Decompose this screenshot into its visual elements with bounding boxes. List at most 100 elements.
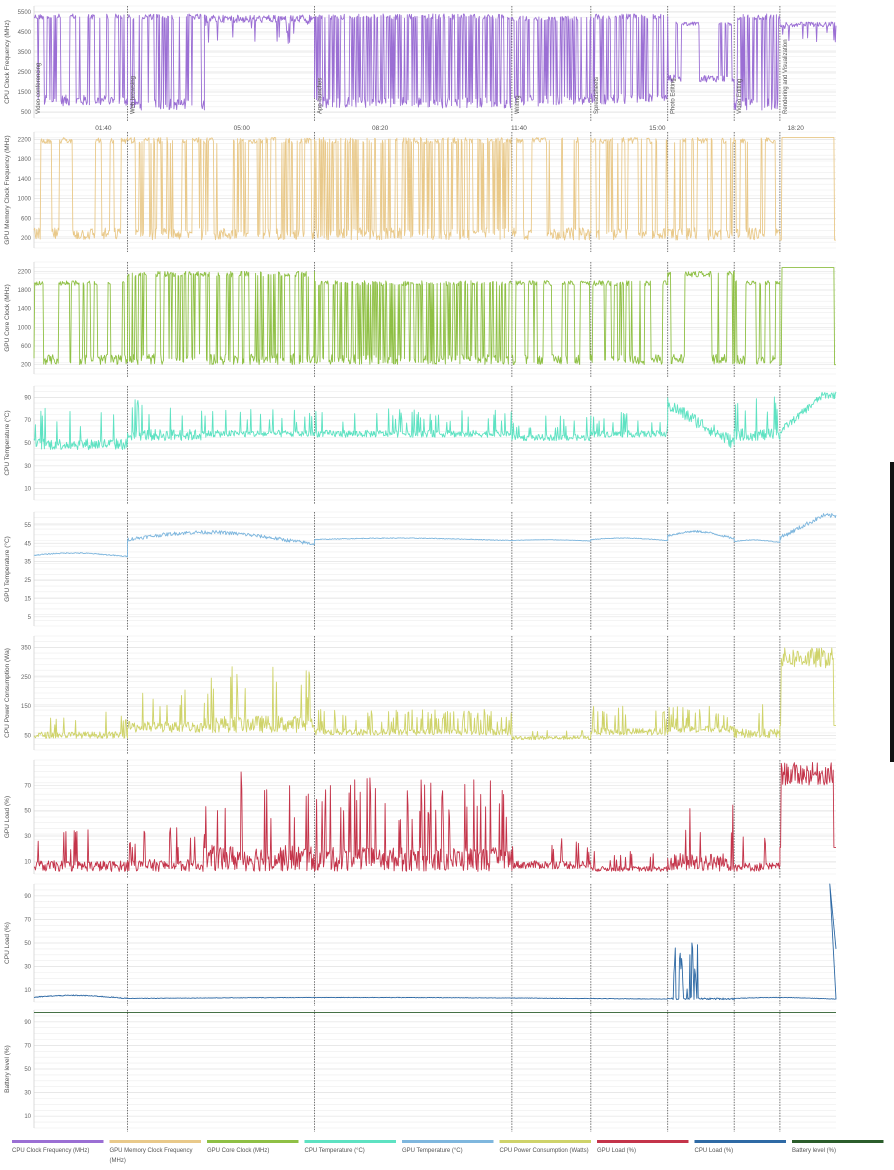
y-tick-label: 70 [24,418,31,424]
series-line-6 [33,762,836,872]
y-axis-label: CPU Load (%) [4,922,11,964]
y-tick-label: 90 [24,395,31,401]
y-tick-label: 200 [21,363,32,369]
y-tick-label: 50 [24,441,31,447]
y-tick-label: 1800 [18,157,32,163]
y-tick-label: 600 [21,344,32,350]
legend-label: Battery level (%) [792,1148,836,1154]
legend-swatch [597,1140,689,1143]
y-axis-label: GPU Memory Clock Frequency (MHz) [4,135,11,244]
activity-label: Web browsing [130,76,136,114]
y-axis-label: GPU Core Clock (MHz) [4,284,11,352]
y-tick-label: 2500 [18,70,32,76]
legend-swatch [304,1140,396,1143]
y-axis-label: GPU Load (%) [4,796,11,838]
y-tick-label: 70 [24,783,31,789]
y-tick-label: 35 [24,560,31,566]
y-tick-label: 50 [24,733,31,739]
y-tick-label: 30 [24,464,31,470]
y-tick-label: 15 [24,596,31,602]
x-tick-label: 18:20 [788,125,805,132]
y-tick-label: 55 [24,523,31,529]
y-tick-label: 5500 [18,10,32,16]
y-tick-label: 70 [24,917,31,923]
x-tick-label: 01:40 [95,125,112,132]
y-tick-label: 150 [21,704,32,710]
y-tick-label: 250 [21,675,32,681]
legend-label: GPU Core Clock (MHz) [207,1148,269,1154]
legend-swatch [792,1140,884,1143]
legend-label: (MHz) [110,1158,126,1164]
legend-label: CPU Temperature (°C) [305,1148,365,1154]
y-tick-label: 90 [24,894,31,900]
y-tick-label: 350 [21,646,32,652]
y-tick-label: 10 [24,988,31,994]
y-tick-label: 50 [24,941,31,947]
y-axis-label: Battery level (%) [4,1045,11,1093]
vertical-scrollbar[interactable] [890,462,894,762]
series-line-0 [33,13,837,111]
activity-label: Photo Editing [671,78,677,114]
y-tick-label: 4500 [18,30,32,36]
y-tick-label: 45 [24,541,31,547]
y-axis-label: CPU Temperature (°C) [3,410,11,475]
activity-label: App launches [317,78,323,114]
legend-label: CPU Clock Frequency (MHz) [12,1148,89,1154]
y-tick-label: 90 [24,1020,31,1026]
legend-label: CPU Load (%) [695,1148,734,1154]
series-line-3 [33,391,837,451]
y-tick-label: 1000 [18,197,32,203]
legend-swatch [499,1140,591,1143]
y-tick-label: 2200 [18,137,32,143]
y-tick-label: 30 [24,1091,31,1097]
y-tick-label: 10 [24,1114,31,1120]
y-tick-label: 200 [21,236,32,242]
activity-label: Rendering and Visualization [783,39,789,114]
legend-label: GPU Load (%) [597,1148,636,1154]
legend-label: GPU Memory Clock Frequency [110,1148,193,1154]
series-line-4 [33,513,837,558]
y-tick-label: 2200 [18,269,32,275]
y-axis-label: CPU Clock Frequency (MHz) [4,20,11,104]
y-tick-label: 70 [24,1043,31,1049]
legend-label: GPU Temperature (°C) [402,1148,463,1154]
y-axis-label: CPU Power Consumption (Wa) [4,648,11,738]
activity-label: Spreadsheets [594,77,600,114]
y-tick-label: 5 [28,615,32,621]
series-line-7 [34,883,837,1001]
legend-swatch [402,1140,494,1143]
x-tick-label: 15:00 [649,125,666,132]
y-tick-label: 10 [24,487,31,493]
y-tick-label: 3500 [18,50,32,56]
legend-swatch [694,1140,786,1143]
legend-swatch [207,1140,299,1143]
legend-swatch [109,1140,201,1143]
y-tick-label: 10 [24,859,31,865]
series-line-2 [33,267,836,366]
activity-label: Video Editing [737,79,743,114]
y-tick-label: 1400 [18,307,32,313]
series-line-1 [33,136,836,241]
y-tick-label: 500 [21,110,32,116]
y-tick-label: 50 [24,1067,31,1073]
y-axis-label: GPU Temperature (°C) [3,536,11,602]
y-tick-label: 30 [24,834,31,840]
y-tick-label: 50 [24,809,31,815]
y-tick-label: 30 [24,965,31,971]
y-tick-label: 1000 [18,325,32,331]
x-tick-label: 11:40 [511,125,527,132]
legend-label: CPU Power Consumption (Watts) [500,1148,589,1154]
activity-label: Video conferencing [36,63,42,114]
x-tick-label: 05:00 [234,125,251,132]
y-tick-label: 1400 [18,177,32,183]
y-tick-label: 600 [21,216,32,222]
series-line-5 [33,647,836,741]
y-tick-label: 25 [24,578,31,584]
y-tick-label: 1800 [18,288,32,294]
legend-swatch [12,1140,104,1143]
y-tick-label: 1500 [18,90,32,96]
x-tick-label: 08:20 [372,125,389,132]
activity-label: Writing [515,95,521,114]
